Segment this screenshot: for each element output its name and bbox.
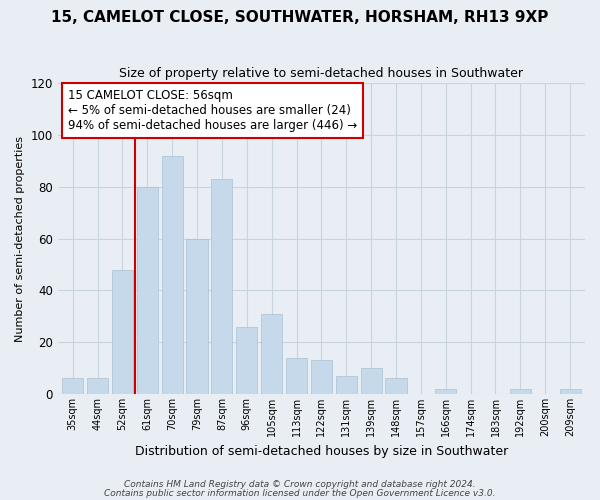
Bar bbox=[335, 376, 357, 394]
Bar bbox=[385, 378, 407, 394]
Bar bbox=[87, 378, 108, 394]
Text: 15, CAMELOT CLOSE, SOUTHWATER, HORSHAM, RH13 9XP: 15, CAMELOT CLOSE, SOUTHWATER, HORSHAM, … bbox=[52, 10, 548, 25]
Text: 15 CAMELOT CLOSE: 56sqm
← 5% of semi-detached houses are smaller (24)
94% of sem: 15 CAMELOT CLOSE: 56sqm ← 5% of semi-det… bbox=[68, 90, 358, 132]
Bar bbox=[311, 360, 332, 394]
Bar bbox=[286, 358, 307, 394]
Bar bbox=[510, 389, 531, 394]
Bar bbox=[560, 389, 581, 394]
Bar bbox=[62, 378, 83, 394]
Bar bbox=[435, 389, 457, 394]
Bar bbox=[161, 156, 183, 394]
Y-axis label: Number of semi-detached properties: Number of semi-detached properties bbox=[15, 136, 25, 342]
Title: Size of property relative to semi-detached houses in Southwater: Size of property relative to semi-detach… bbox=[119, 68, 523, 80]
Bar bbox=[137, 186, 158, 394]
Text: Contains HM Land Registry data © Crown copyright and database right 2024.: Contains HM Land Registry data © Crown c… bbox=[124, 480, 476, 489]
Bar bbox=[112, 270, 133, 394]
Bar bbox=[236, 326, 257, 394]
Text: Contains public sector information licensed under the Open Government Licence v3: Contains public sector information licen… bbox=[104, 488, 496, 498]
Bar bbox=[211, 179, 232, 394]
Bar bbox=[261, 314, 282, 394]
Bar bbox=[187, 238, 208, 394]
Bar bbox=[361, 368, 382, 394]
X-axis label: Distribution of semi-detached houses by size in Southwater: Distribution of semi-detached houses by … bbox=[135, 444, 508, 458]
